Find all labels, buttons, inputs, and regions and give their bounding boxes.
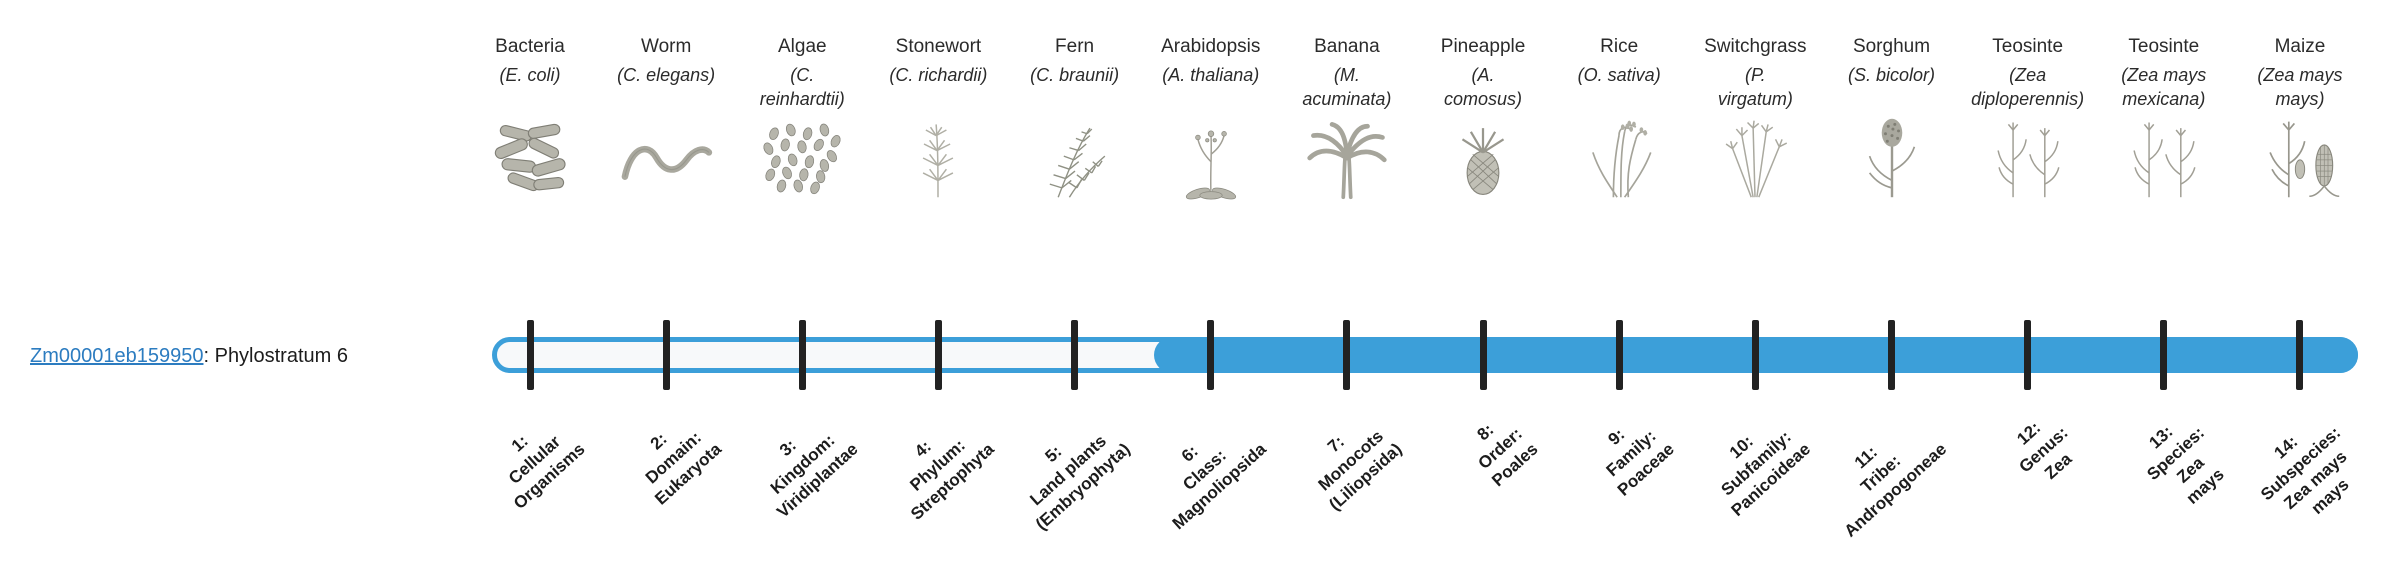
- phylostratum-tick: [1343, 320, 1351, 390]
- organism-latin-name: (C. reinhardtii): [759, 65, 845, 110]
- phylostratum-tick: [1071, 320, 1079, 390]
- phylostratum-tick: [1207, 320, 1215, 390]
- organism-common-name: Maize: [2274, 36, 2326, 57]
- phylostratum-label: 9: Family: Poaceae: [1602, 424, 1679, 500]
- phylostratum-label: 6: Class: Magnoliopsida: [1168, 439, 1270, 534]
- phylostratum-tick: [2160, 320, 2168, 390]
- sorghum-icon: [1832, 110, 1952, 204]
- organism-latin-name: (E. coli): [499, 65, 561, 85]
- fern-icon: [1015, 110, 1135, 204]
- phylostratum-label: 12: Genus: Zea: [2013, 418, 2076, 484]
- organism-latin-name: (Zea diploperennis): [1971, 65, 2085, 110]
- organism-latin-name: (S. bicolor): [1847, 65, 1936, 85]
- rice-icon: [1559, 110, 1679, 204]
- organism-latin-name: (C. elegans): [617, 65, 716, 85]
- organism-common-name: Teosinte: [1992, 36, 2064, 57]
- phylostratum-tick: [1615, 320, 1623, 390]
- phylostratum-label: 14: Subspecies: Zea mays mays: [2256, 423, 2353, 519]
- teosinte-icon: [2104, 110, 2224, 204]
- organism-common-name: Sorghum: [1852, 36, 1931, 57]
- phylostratum-label: 10: Subfamily: Panicoideae: [1717, 427, 1815, 521]
- phylostratum-label: 13: Species: Zea mays: [2143, 421, 2228, 509]
- organism-latin-name: (C. richardii): [889, 65, 988, 85]
- phylostratum-label: 8: Order: Poales: [1473, 420, 1543, 491]
- maize-icon: [2240, 110, 2360, 204]
- organism-common-name: Arabidopsis: [1161, 36, 1261, 57]
- organism-common-name: Banana: [1314, 36, 1380, 57]
- pineapple-icon: [1423, 110, 1543, 204]
- gene-label: Zm00001eb159950: Phylostratum 6: [30, 345, 348, 368]
- phylostratum-label: 3: Kingdom: Viridiplantae: [766, 430, 862, 522]
- organism-common-name: Bacteria: [495, 36, 565, 57]
- phylostratum-tick: [2024, 320, 2032, 390]
- organism-common-name: Worm: [640, 36, 692, 57]
- organism-latin-name: (O. sativa): [1577, 65, 1661, 85]
- phylostratum-label: 4: Phylum: Streptophyta: [906, 435, 998, 524]
- phylostratum-tick: [2296, 320, 2304, 390]
- organism-common-name: Rice: [1600, 36, 1639, 57]
- arabidopsis-icon: [1151, 110, 1271, 204]
- phylostratum-tick: [1888, 320, 1895, 390]
- worm-icon: [606, 110, 726, 204]
- phylostratum-tick: [798, 320, 806, 390]
- organism-latin-name: (Zea mays mays): [2257, 65, 2343, 110]
- teosinte-icon: [1968, 110, 2088, 204]
- phylostratum-label: 7: Monocots (Liliopsida): [1314, 426, 1406, 515]
- organism-latin-name: (M. acuminata): [1302, 65, 1392, 110]
- organism-latin-name: (A. thaliana): [1162, 65, 1260, 85]
- phylostratum-label: 5: Land plants (Embryophyta): [1026, 431, 1134, 534]
- phylostratum-label: 1: Cellular Organisms: [505, 431, 589, 514]
- gene-phylostratum-text: : Phylostratum 6: [203, 345, 348, 367]
- banana-icon: [1287, 110, 1407, 204]
- phylostratum-tick: [526, 320, 534, 390]
- organism-latin-name: (C. braunii): [1030, 65, 1120, 85]
- phylostratum-tick: [1751, 320, 1759, 390]
- organism-common-name: Algae: [777, 36, 827, 57]
- organism-common-name: Pineapple: [1440, 36, 1526, 57]
- organism-latin-name: (Zea mays mexicana): [2121, 65, 2207, 110]
- algae-icon: [742, 110, 862, 204]
- organism-latin-name: (P. virgatum): [1717, 65, 1793, 110]
- organism-common-name: Stonewort: [895, 36, 982, 57]
- gene-link[interactable]: Zm00001eb159950: [30, 345, 204, 367]
- stonewort-icon: [878, 110, 998, 204]
- organism-common-name: Fern: [1055, 36, 1095, 57]
- organism-common-name: Teosinte: [2128, 36, 2200, 57]
- phylostratum-label: 11: Tribe: Andropogoneae: [1840, 439, 1951, 541]
- phylostratum-tick: [662, 320, 670, 390]
- organism-latin-name: (A. comosus): [1444, 65, 1523, 110]
- switchgrass-icon: [1695, 110, 1815, 204]
- phylostratum-tick: [934, 320, 942, 390]
- phylostratum-label: 2: Domain: Eukaryota: [641, 427, 726, 509]
- phylostratum-tick: [1479, 320, 1487, 390]
- organism-common-name: Switchgrass: [1704, 36, 1807, 57]
- bacteria-icon: [470, 110, 590, 204]
